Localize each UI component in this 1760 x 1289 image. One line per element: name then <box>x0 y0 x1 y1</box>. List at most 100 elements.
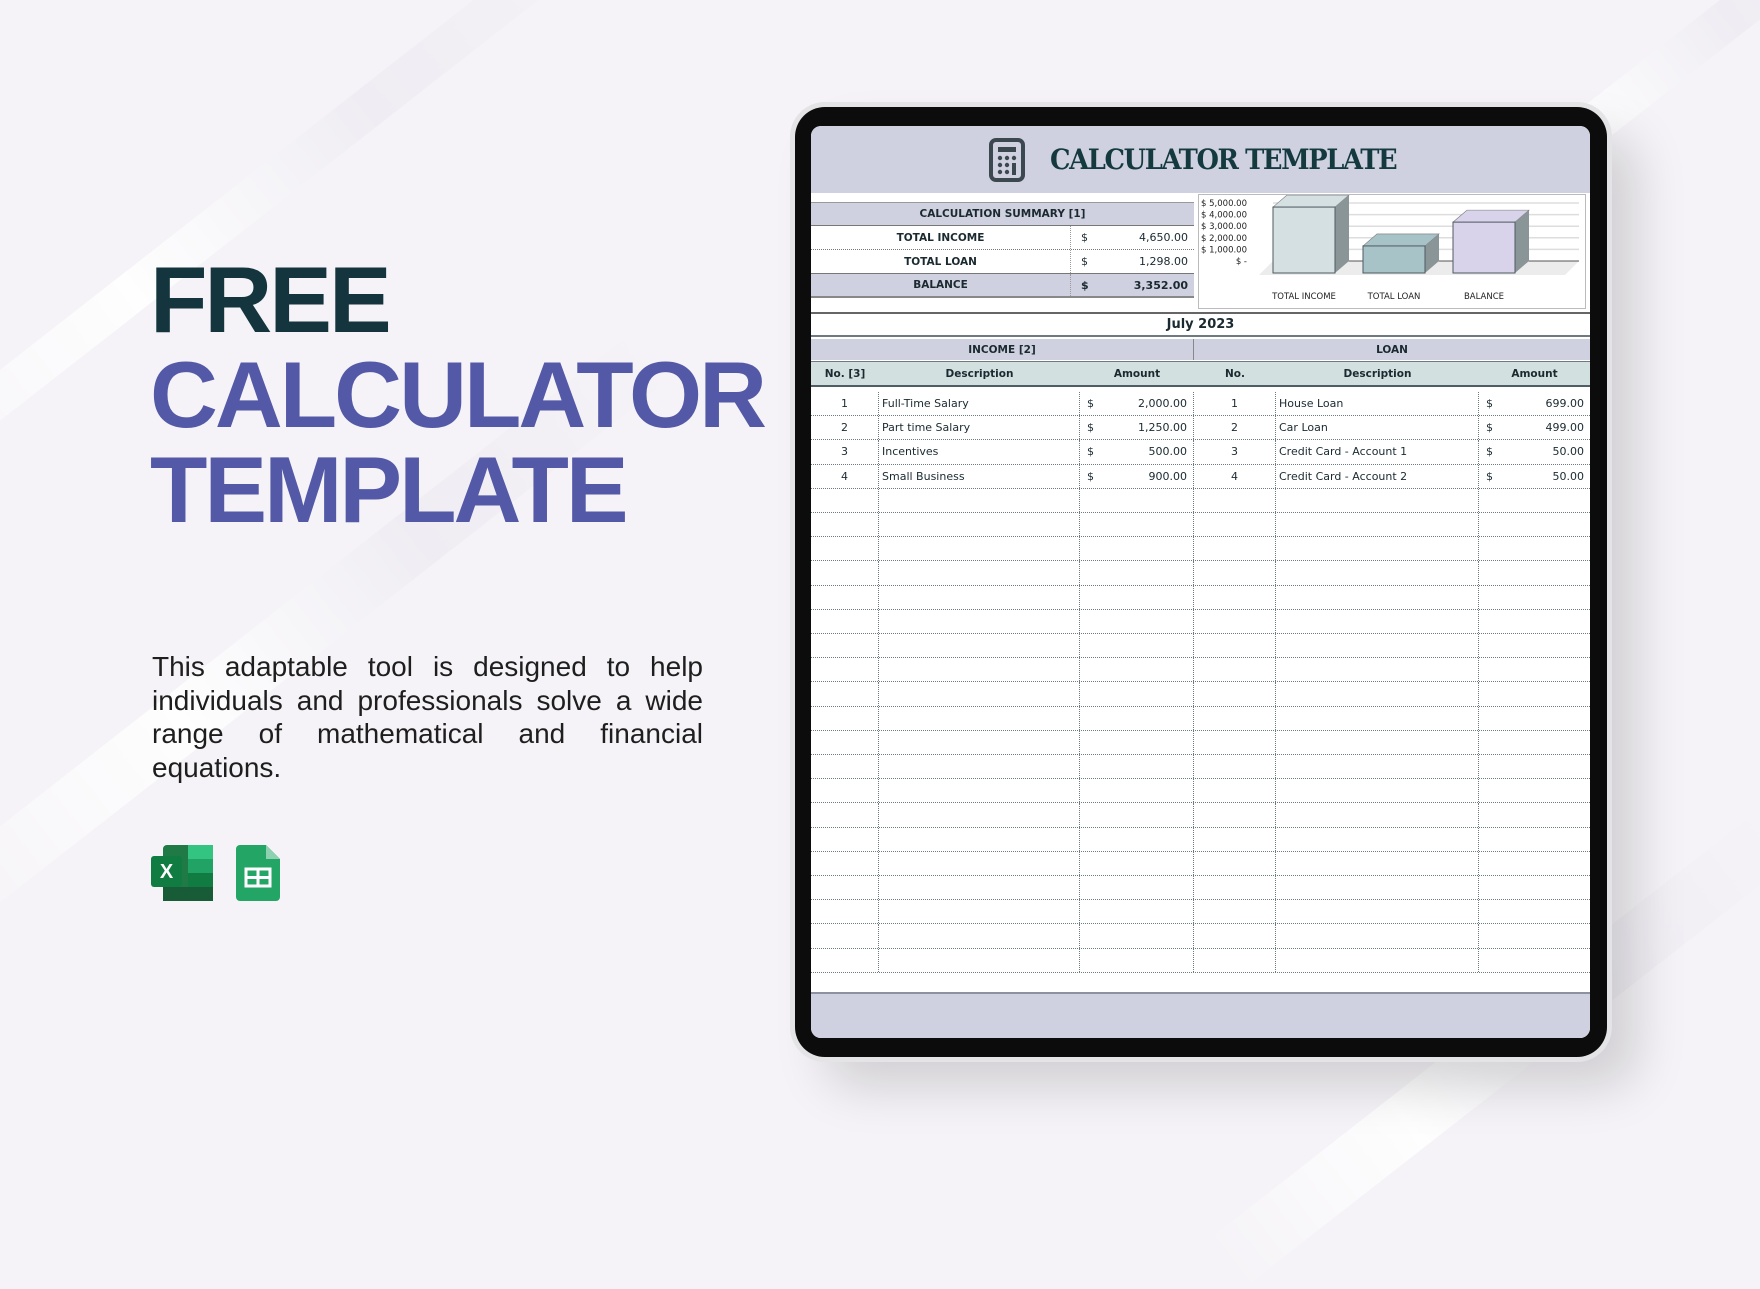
loan-amount-cell[interactable] <box>1479 537 1590 560</box>
loan-amount-cell[interactable] <box>1479 610 1590 633</box>
loan-description-cell[interactable] <box>1276 948 1479 972</box>
income-no-cell[interactable] <box>811 609 879 633</box>
income-no-cell[interactable] <box>811 658 879 682</box>
income-no-cell[interactable] <box>811 706 879 730</box>
loan-no-cell[interactable] <box>1194 755 1276 779</box>
income-amount-cell[interactable] <box>1080 513 1194 537</box>
column-header[interactable]: No. [3] <box>824 367 866 380</box>
loan-no-cell[interactable] <box>1194 513 1276 537</box>
income-description-cell[interactable] <box>879 561 1080 585</box>
loan-description-cell[interactable] <box>1276 779 1479 803</box>
loan-no-cell[interactable] <box>1194 488 1276 512</box>
table-row[interactable] <box>811 513 1590 538</box>
table-row[interactable] <box>811 537 1590 562</box>
loan-description-cell[interactable] <box>1276 876 1479 900</box>
loan-no-cell[interactable] <box>1194 924 1276 948</box>
loan-description-cell[interactable] <box>1276 827 1479 851</box>
loan-description-cell[interactable] <box>1276 900 1479 924</box>
income-no-cell[interactable] <box>811 876 879 900</box>
loan-description-cell[interactable] <box>1276 682 1479 706</box>
income-description-cell[interactable] <box>879 948 1080 972</box>
income-description-cell[interactable] <box>879 706 1080 730</box>
income-amount-cell[interactable]: $900.00 <box>1080 464 1194 488</box>
table-row[interactable]: 2 Part time Salary $1,250.00 2 Car Loan $499.… <box>811 416 1590 441</box>
loan-description-cell[interactable] <box>1276 706 1479 730</box>
income-no-cell[interactable] <box>811 561 879 585</box>
income-no-cell[interactable] <box>811 730 879 754</box>
income-description-cell[interactable] <box>879 634 1080 658</box>
income-no-cell[interactable] <box>811 827 879 851</box>
income-description-cell[interactable] <box>879 876 1080 900</box>
loan-no-cell[interactable] <box>1194 706 1276 730</box>
income-no-cell[interactable] <box>811 755 879 779</box>
loan-no-cell[interactable]: 4 <box>1194 464 1276 488</box>
income-amount-cell[interactable] <box>1080 658 1194 682</box>
table-row[interactable] <box>811 948 1590 973</box>
loan-amount-cell[interactable] <box>1479 803 1590 826</box>
income-no-cell[interactable]: 1 <box>811 392 879 416</box>
loan-amount-cell[interactable] <box>1479 658 1590 681</box>
loan-amount-cell[interactable]: $699.00 <box>1479 392 1590 415</box>
income-description-cell[interactable] <box>879 488 1080 512</box>
table-row[interactable] <box>811 827 1590 852</box>
loan-description-cell[interactable] <box>1276 851 1479 875</box>
loan-amount-cell[interactable] <box>1479 949 1590 972</box>
loan-no-cell[interactable] <box>1194 634 1276 658</box>
loan-description-cell[interactable] <box>1276 634 1479 658</box>
loan-amount-cell[interactable] <box>1479 828 1590 851</box>
loan-no-cell[interactable]: 2 <box>1194 416 1276 440</box>
column-header[interactable]: Description <box>945 367 1014 380</box>
loan-no-cell[interactable] <box>1194 658 1276 682</box>
column-header[interactable]: No. <box>1225 367 1245 380</box>
income-no-cell[interactable] <box>811 513 879 537</box>
income-no-cell[interactable] <box>811 851 879 875</box>
income-amount-cell[interactable] <box>1080 537 1194 561</box>
summary-row-total-income[interactable]: TOTAL INCOME $ 4,650.00 <box>811 226 1194 250</box>
column-header[interactable]: Amount <box>1511 367 1558 380</box>
income-amount-cell[interactable] <box>1080 900 1194 924</box>
income-description-cell[interactable] <box>879 730 1080 754</box>
loan-amount-cell[interactable] <box>1479 586 1590 609</box>
income-amount-cell[interactable] <box>1080 755 1194 779</box>
income-description-cell[interactable] <box>879 609 1080 633</box>
income-amount-cell[interactable] <box>1080 706 1194 730</box>
income-amount-cell[interactable] <box>1080 948 1194 972</box>
income-amount-cell[interactable] <box>1080 827 1194 851</box>
income-amount-cell[interactable] <box>1080 924 1194 948</box>
income-description-cell[interactable] <box>879 682 1080 706</box>
loan-description-cell[interactable] <box>1276 561 1479 585</box>
income-no-cell[interactable] <box>811 803 879 827</box>
loan-amount-cell[interactable] <box>1479 755 1590 778</box>
income-amount-cell[interactable] <box>1080 682 1194 706</box>
table-row[interactable] <box>811 585 1590 610</box>
loan-description-cell[interactable]: Car Loan <box>1276 416 1479 440</box>
income-no-cell[interactable] <box>811 948 879 972</box>
bar-total-loan[interactable] <box>1362 245 1426 274</box>
loan-amount-cell[interactable] <box>1479 779 1590 802</box>
income-amount-cell[interactable] <box>1080 876 1194 900</box>
table-row[interactable] <box>811 634 1590 659</box>
loan-no-cell[interactable] <box>1194 851 1276 875</box>
income-amount-cell[interactable] <box>1080 730 1194 754</box>
table-row[interactable]: 3 Incentives $500.00 3 Credit Card - Account… <box>811 440 1590 465</box>
loan-amount-cell[interactable] <box>1479 900 1590 923</box>
column-header[interactable]: Description <box>1343 367 1412 380</box>
income-description-cell[interactable] <box>879 658 1080 682</box>
table-row[interactable] <box>811 900 1590 925</box>
bar-balance[interactable] <box>1452 221 1516 274</box>
income-amount-cell[interactable] <box>1080 561 1194 585</box>
income-description-cell[interactable]: Part time Salary <box>879 416 1080 440</box>
loan-no-cell[interactable] <box>1194 779 1276 803</box>
loan-no-cell[interactable] <box>1194 900 1276 924</box>
income-description-cell[interactable]: Small Business <box>879 464 1080 488</box>
loan-no-cell[interactable] <box>1194 876 1276 900</box>
loan-amount-cell[interactable] <box>1479 731 1590 754</box>
income-no-cell[interactable]: 4 <box>811 464 879 488</box>
table-row[interactable] <box>811 779 1590 804</box>
loan-amount-cell[interactable] <box>1479 561 1590 584</box>
loan-description-cell[interactable] <box>1276 513 1479 537</box>
loan-no-cell[interactable] <box>1194 609 1276 633</box>
income-description-cell[interactable] <box>879 755 1080 779</box>
income-description-cell[interactable] <box>879 803 1080 827</box>
loan-amount-cell[interactable] <box>1479 707 1590 730</box>
